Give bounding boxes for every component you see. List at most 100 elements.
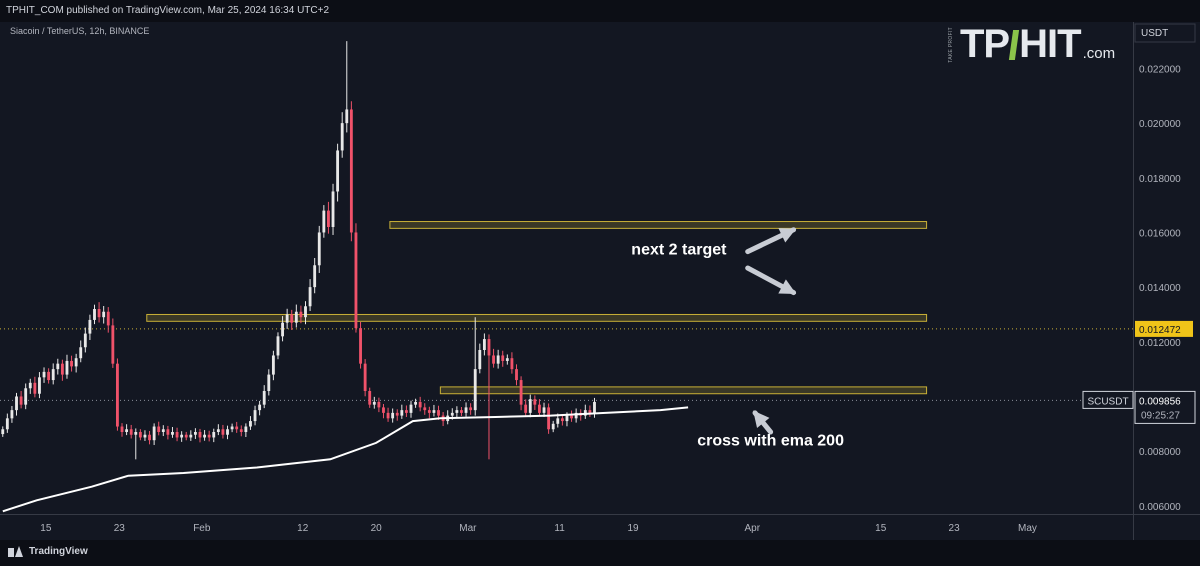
candle-body bbox=[116, 363, 119, 427]
candle-body bbox=[281, 322, 284, 337]
candle-body bbox=[533, 399, 537, 405]
candle-body bbox=[354, 232, 358, 329]
candle-body bbox=[253, 410, 257, 422]
axes: 0.0060000.0080000.0100000.0120000.014000… bbox=[0, 22, 1200, 540]
candle-body bbox=[28, 382, 32, 389]
candle-body bbox=[83, 333, 87, 348]
resistance-zone bbox=[439, 386, 928, 395]
symbol-badge-text: SCUSDT bbox=[1087, 396, 1128, 407]
ema-200-line bbox=[2, 406, 689, 513]
resistance-zone bbox=[389, 221, 928, 229]
candle-body bbox=[308, 287, 312, 307]
candle-body bbox=[593, 401, 596, 413]
candle-body bbox=[175, 432, 179, 438]
candle-body bbox=[47, 371, 51, 381]
candle-body bbox=[161, 429, 165, 432]
candle-body bbox=[423, 407, 427, 411]
candle-body bbox=[391, 412, 395, 419]
candle-body bbox=[106, 311, 110, 326]
candle-body bbox=[262, 391, 266, 405]
candle-body bbox=[404, 410, 408, 413]
candle-body bbox=[51, 369, 55, 381]
candle-body bbox=[496, 355, 500, 364]
candle-body bbox=[588, 410, 592, 413]
candle-body bbox=[171, 432, 174, 435]
candle-body bbox=[501, 355, 505, 361]
x-tick-label: 20 bbox=[371, 523, 383, 534]
candle-body bbox=[427, 410, 431, 413]
candles bbox=[1, 41, 596, 460]
candle-body bbox=[414, 401, 418, 405]
candle-body bbox=[152, 426, 156, 441]
annotation-text: cross with ema 200 bbox=[697, 433, 844, 450]
candle-body bbox=[134, 432, 138, 435]
candle-body bbox=[327, 210, 330, 227]
candle-body bbox=[93, 309, 96, 320]
candle-body bbox=[226, 429, 229, 435]
y-tick-label: 0.020000 bbox=[1139, 119, 1181, 130]
candle-body bbox=[340, 123, 344, 151]
ema-line-group bbox=[2, 406, 689, 513]
candle-body bbox=[570, 415, 573, 419]
tradingview-logo[interactable]: TradingView bbox=[8, 546, 88, 557]
candle-body bbox=[198, 432, 202, 438]
countdown-text: 09:25:27 bbox=[1141, 410, 1180, 421]
candle-body bbox=[24, 388, 28, 405]
candle-body bbox=[505, 358, 509, 361]
symbol-badge bbox=[1082, 390, 1134, 409]
candle-body bbox=[212, 432, 216, 438]
candle-body bbox=[386, 412, 390, 419]
candle-body bbox=[377, 401, 381, 408]
candle-body bbox=[304, 306, 307, 318]
publisher-line: TPHIT_COM published on TradingView.com, … bbox=[6, 5, 330, 16]
candle-body bbox=[230, 426, 234, 430]
candle-body bbox=[129, 429, 133, 435]
candle-body bbox=[285, 314, 289, 323]
candle-body bbox=[349, 109, 353, 233]
candle-body bbox=[551, 423, 555, 430]
candle-body bbox=[565, 415, 569, 422]
y-tick-label: 0.014000 bbox=[1139, 283, 1181, 294]
candle-body bbox=[487, 339, 491, 356]
candle-body bbox=[276, 336, 280, 356]
candle-body bbox=[574, 412, 578, 419]
candle-body bbox=[299, 311, 303, 318]
candle-body bbox=[244, 426, 248, 432]
candle-body bbox=[216, 429, 220, 432]
brand-accent-bar bbox=[1009, 29, 1020, 60]
candle-body bbox=[542, 407, 546, 413]
brand-tp: TP bbox=[960, 22, 1010, 66]
symbol-line: Siacoin / TetherUS, 12h, BINANCE bbox=[10, 26, 150, 36]
candle-body bbox=[239, 429, 243, 432]
candle-body bbox=[15, 396, 18, 411]
tradingview-icon bbox=[8, 546, 24, 557]
candle-body bbox=[111, 325, 115, 364]
arrow-head bbox=[778, 279, 797, 295]
price-chart[interactable]: next 2 target cross with ema 200 0.006000… bbox=[0, 0, 1200, 540]
candle-body bbox=[294, 311, 298, 323]
candle-body bbox=[460, 410, 463, 413]
x-tick-label: Apr bbox=[744, 523, 760, 534]
arrow-head bbox=[753, 410, 770, 428]
candle-body bbox=[148, 434, 151, 441]
candle-body bbox=[33, 382, 37, 394]
annotation-arrow bbox=[752, 410, 774, 435]
candle-body bbox=[74, 358, 78, 367]
candle-body bbox=[290, 314, 294, 323]
candle-body bbox=[482, 339, 486, 350]
candle-body bbox=[313, 265, 317, 288]
candle-body bbox=[432, 410, 436, 413]
candle-body bbox=[464, 407, 468, 413]
candle-body bbox=[180, 434, 184, 438]
candle-body bbox=[10, 410, 14, 419]
annotation-arrow bbox=[745, 227, 797, 255]
candle-body bbox=[42, 371, 46, 378]
candle-body bbox=[382, 407, 385, 413]
bottom-bar bbox=[0, 540, 1200, 566]
candle-body bbox=[70, 360, 73, 367]
x-tick-label: 12 bbox=[297, 523, 309, 534]
y-tick-label: 0.006000 bbox=[1139, 502, 1181, 513]
candle-body bbox=[455, 410, 459, 413]
x-tick-label: Mar bbox=[459, 523, 477, 534]
candle-body bbox=[193, 432, 197, 435]
